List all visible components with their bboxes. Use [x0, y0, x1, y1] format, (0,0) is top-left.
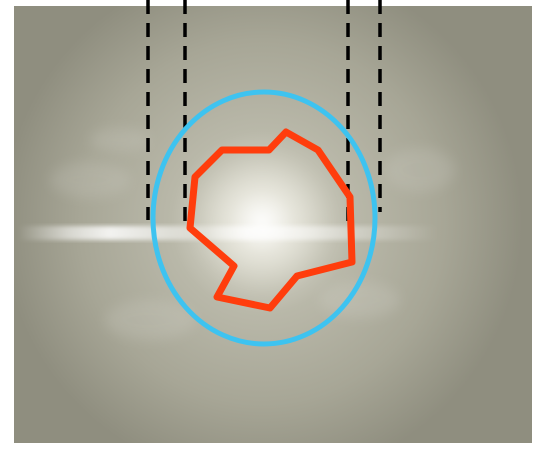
- horizontal-streak: [18, 226, 438, 240]
- bright-core: [172, 142, 352, 302]
- blue-ellipse: [150, 89, 378, 347]
- orange-contour: [186, 128, 356, 312]
